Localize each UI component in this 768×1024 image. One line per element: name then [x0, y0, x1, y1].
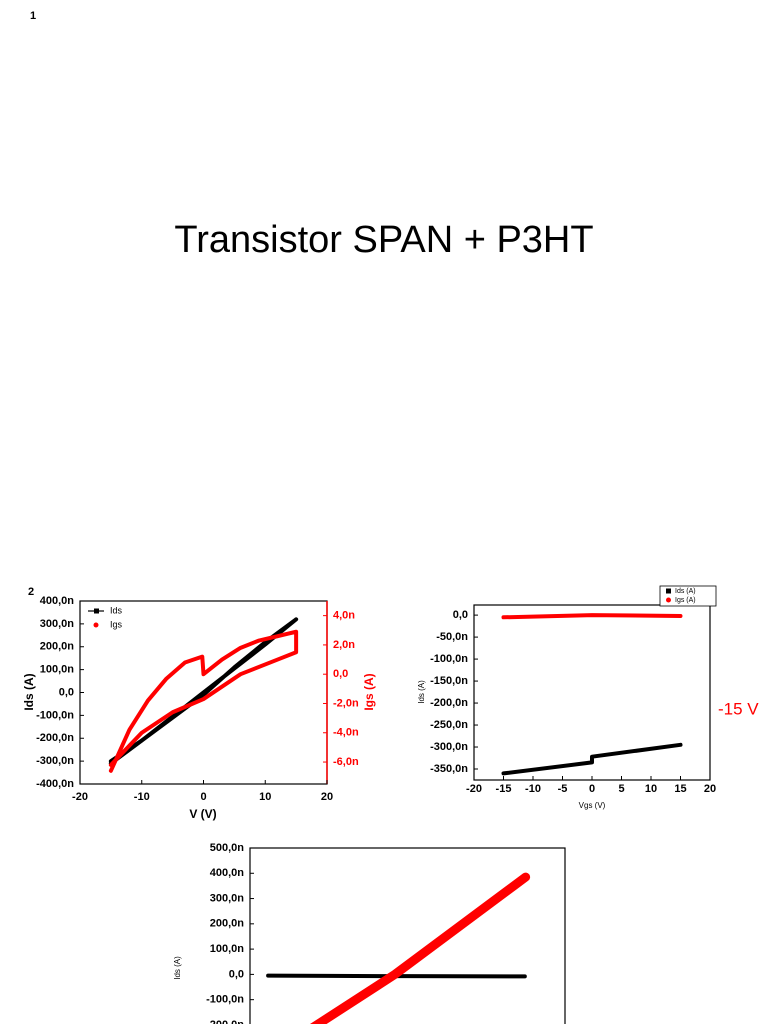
legend-label: Ids (A)	[675, 588, 696, 595]
page-number: 1	[30, 10, 36, 22]
y2-tick-label: -2,0n	[333, 697, 359, 709]
y-tick-label: -200,0n	[430, 697, 468, 709]
legend-label: Ids	[110, 605, 123, 615]
y-tick-label: 0,0	[453, 609, 468, 621]
x-tick-label: 20	[321, 791, 333, 803]
y-tick-label: -200,0n	[206, 1019, 244, 1024]
y-tick-label: 100,0n	[40, 664, 75, 676]
y-axis-label: Ids (A)	[22, 673, 36, 710]
y-tick-label: 100,0n	[210, 943, 245, 955]
y-tick-label: -300,0n	[36, 755, 74, 767]
page-number: 2	[28, 586, 34, 598]
legend-marker	[94, 608, 99, 614]
y-tick-label: -350,0n	[430, 763, 468, 775]
y-tick-label: 300,0n	[210, 892, 245, 904]
x-tick-label: 10	[645, 783, 657, 795]
y2-tick-label: -6,0n	[333, 756, 359, 768]
x-axis-label: Vgs (V)	[579, 801, 606, 810]
y-tick-label: 300,0n	[40, 618, 75, 630]
legend-label: Igs	[110, 619, 123, 629]
chart: 500,0n 400,0n 300,0n 200,0n 100,0n 0,0 -100,0n…	[173, 842, 566, 1024]
y2-tick-label: 2,0n	[333, 639, 355, 651]
y-tick-label: 200,0n	[210, 918, 245, 930]
y-tick-label: -100,0n	[206, 994, 244, 1006]
y-tick-label: -150,0n	[430, 675, 468, 687]
y-tick-label: 200,0n	[40, 641, 75, 653]
y-tick-label: 400,0n	[210, 867, 245, 879]
series-line	[501, 742, 683, 776]
legend-marker	[93, 622, 99, 628]
x-tick-label: 0	[200, 791, 206, 803]
series-line	[108, 629, 299, 773]
x-tick-label: -15	[496, 783, 512, 795]
x-tick-label: 20	[704, 783, 716, 795]
chart: 0,0 -50,0n -100,0n -150,0n -200,0n -250,0n -30…	[417, 585, 717, 810]
slide-title: Transistor SPAN + P3HT	[174, 219, 593, 261]
y-axis-label: Ids (A)	[417, 680, 426, 704]
series-line	[266, 973, 527, 979]
x-tick-label: 5	[618, 783, 624, 795]
y-axis-label: Ids (A)	[173, 956, 182, 980]
y2-axis-label: Igs (A)	[362, 673, 376, 710]
annotation: -15 V	[718, 699, 759, 718]
legend-label: Igs (A)	[675, 597, 696, 604]
y-tick-label: -50,0n	[436, 631, 468, 643]
y-tick-label: 0,0	[59, 686, 74, 698]
x-tick-label: -10	[134, 791, 150, 803]
y2-tick-label: -4,0n	[333, 727, 359, 739]
chart: 400,0n300,0n200,0n100,0n0,0-100,0n-200,0…	[22, 595, 376, 821]
y2-tick-label: 4,0n	[333, 610, 355, 622]
legend-marker	[666, 588, 671, 594]
x-tick-label: -20	[466, 783, 482, 795]
series-line	[501, 613, 683, 620]
x-tick-label: -5	[558, 783, 568, 795]
y-tick-label: -100,0n	[430, 653, 468, 665]
y2-tick-label: 0,0	[333, 668, 348, 680]
x-tick-label: 15	[674, 783, 686, 795]
legend-box	[659, 585, 717, 607]
y-tick-label: -400,0n	[36, 778, 74, 790]
y-tick-label: -200,0n	[36, 732, 74, 744]
plot-frame	[473, 604, 711, 781]
y-tick-label: -100,0n	[36, 709, 74, 721]
series-line	[310, 872, 531, 1024]
x-tick-label: 10	[259, 791, 271, 803]
y-tick-label: -250,0n	[430, 719, 468, 731]
legend-marker	[666, 597, 671, 603]
series-line	[108, 617, 299, 766]
y-tick-label: 500,0n	[210, 842, 245, 854]
y-tick-label: -300,0n	[430, 741, 468, 753]
x-tick-label: -20	[72, 791, 88, 803]
x-tick-label: -10	[525, 783, 541, 795]
x-tick-label: 0	[589, 783, 595, 795]
y-tick-label: 0,0	[229, 968, 244, 980]
plot-frame	[249, 847, 566, 1024]
x-axis-label: V (V)	[189, 807, 216, 821]
y-tick-label: 400,0n	[40, 595, 75, 607]
